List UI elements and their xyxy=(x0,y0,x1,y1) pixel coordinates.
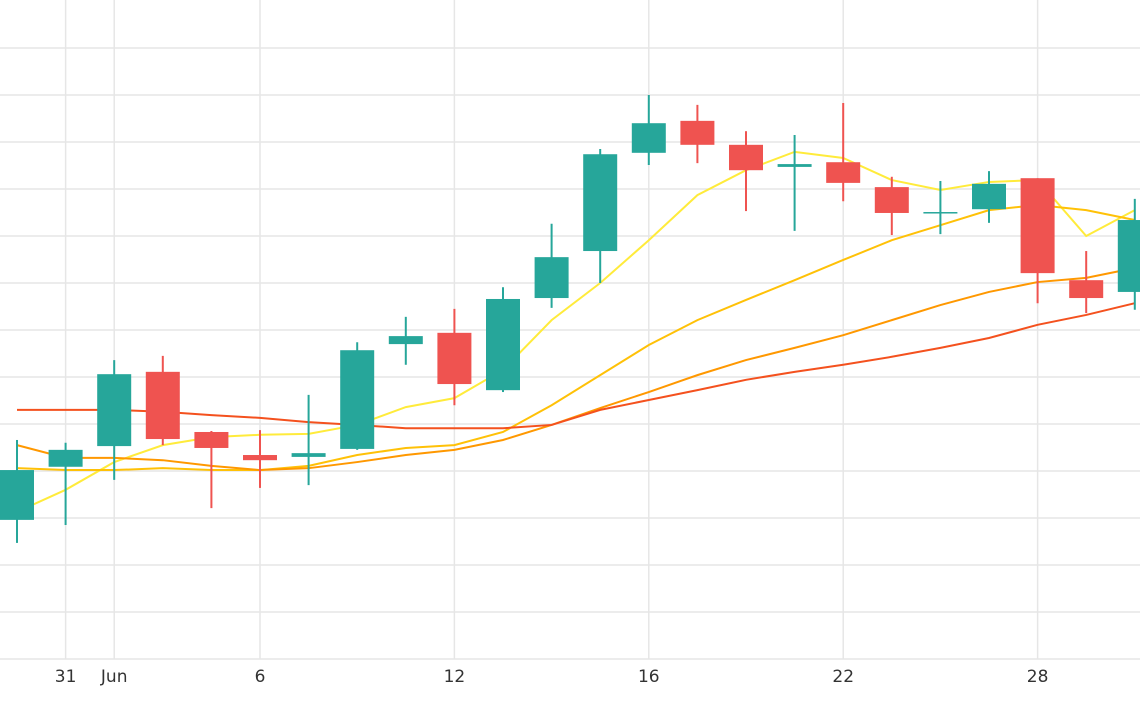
x-tick-label: 12 xyxy=(444,667,466,687)
x-tick-label: 31 xyxy=(55,667,77,687)
candle-body xyxy=(0,470,34,520)
candle-body xyxy=(1020,178,1055,274)
x-tick-label: 6 xyxy=(255,667,266,687)
candle-body xyxy=(631,123,666,153)
candle-body xyxy=(777,164,812,167)
candle-body xyxy=(583,154,618,252)
candle-body xyxy=(680,120,715,145)
candle-body xyxy=(48,449,83,467)
x-tick-label: 22 xyxy=(832,667,854,687)
candle-body xyxy=(923,212,958,214)
moving-average-line xyxy=(16,266,1135,472)
candle-body xyxy=(97,374,132,447)
candle-body xyxy=(972,183,1006,210)
x-tick-label: 28 xyxy=(1027,667,1049,687)
candle-body xyxy=(243,455,277,461)
candle-body xyxy=(145,371,180,440)
candle-body xyxy=(340,350,375,449)
moving-average-line xyxy=(16,150,1136,513)
moving-average-line xyxy=(16,203,1135,472)
candle-body xyxy=(1117,220,1140,292)
x-tick-label: Jun xyxy=(100,667,128,687)
candle-body xyxy=(534,257,569,299)
x-tick-label: 16 xyxy=(638,667,660,687)
candle-body xyxy=(729,144,763,171)
candle-body xyxy=(874,187,909,213)
candle-body xyxy=(388,336,423,345)
candle-body xyxy=(194,431,229,448)
candle-body xyxy=(826,162,861,183)
candle-body xyxy=(291,453,326,457)
candle-body xyxy=(437,332,472,385)
moving-average-line xyxy=(17,302,1136,430)
candle-body xyxy=(1069,280,1104,299)
candle-body xyxy=(486,298,520,391)
